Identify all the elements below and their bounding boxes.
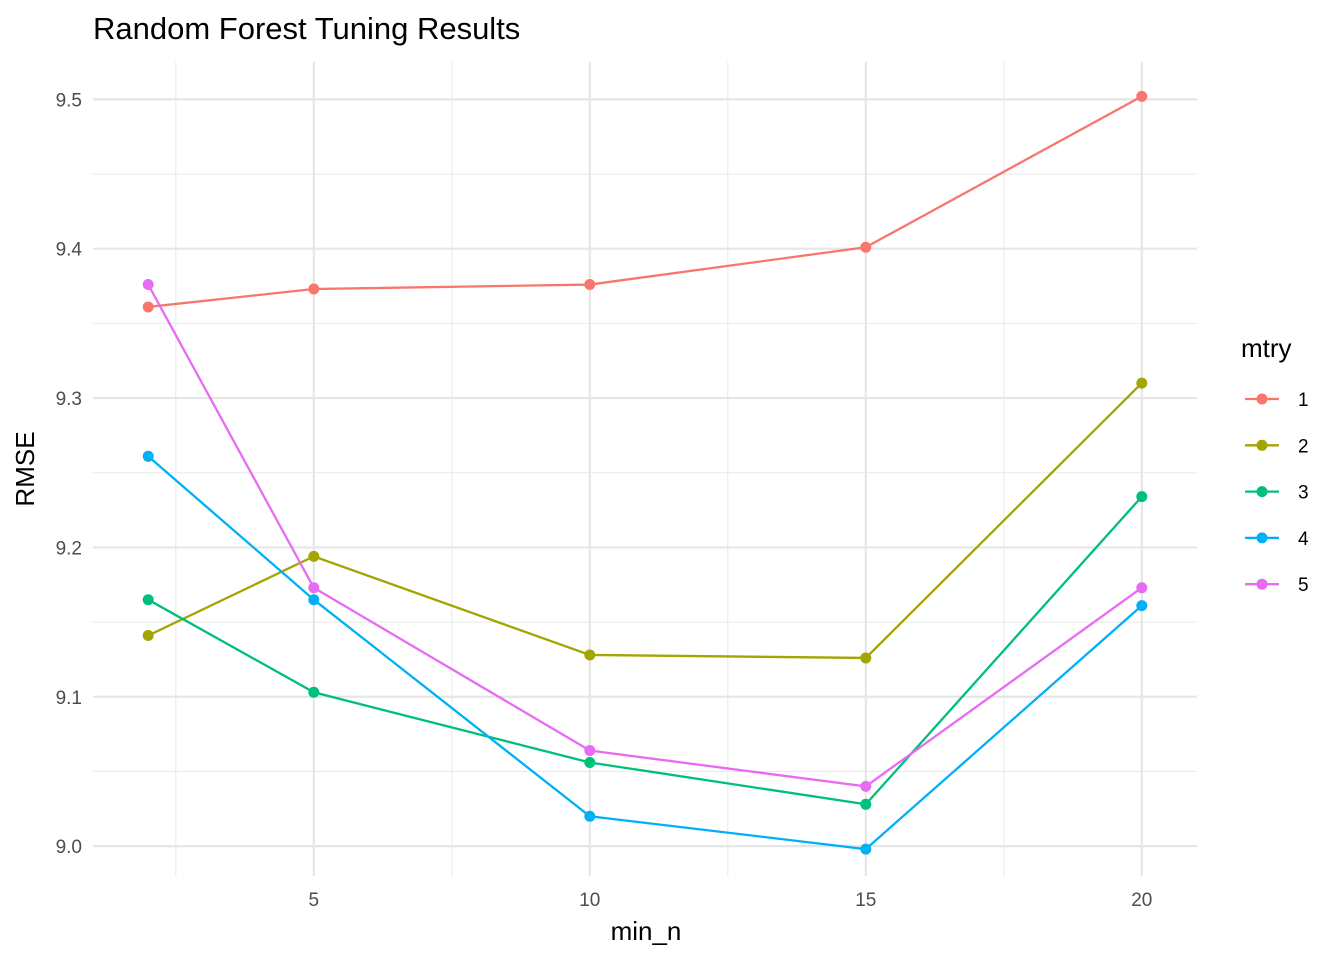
legend-label: 5 bbox=[1298, 575, 1309, 596]
y-axis-ticks: 9.0 9.1 9.2 9.3 9.4 9.5 bbox=[56, 90, 83, 858]
data-point bbox=[1136, 377, 1148, 389]
y-tick-label: 9.5 bbox=[56, 90, 82, 111]
series-3 bbox=[142, 491, 1148, 810]
series-line bbox=[147, 455, 1143, 851]
data-point bbox=[1136, 90, 1148, 102]
grid bbox=[93, 62, 1197, 876]
data-point bbox=[142, 594, 154, 606]
legend-item: 3 bbox=[1245, 483, 1309, 504]
legend-items: 1 2 3 4 5 bbox=[1245, 390, 1309, 596]
legend-item: 2 bbox=[1245, 436, 1309, 457]
data-point bbox=[584, 745, 596, 757]
y-tick-label: 9.0 bbox=[56, 837, 82, 858]
series-2 bbox=[142, 377, 1148, 664]
data-point bbox=[1136, 600, 1148, 612]
x-axis-ticks: 5 10 15 20 bbox=[309, 890, 1153, 911]
data-point bbox=[1136, 491, 1148, 503]
legend-key-point bbox=[1256, 532, 1268, 544]
series-1 bbox=[142, 90, 1148, 313]
data-point bbox=[1136, 582, 1148, 594]
data-point bbox=[860, 843, 872, 855]
x-tick-label: 10 bbox=[579, 890, 600, 911]
legend-label: 1 bbox=[1298, 390, 1309, 411]
legend-item: 1 bbox=[1245, 390, 1309, 411]
data-point bbox=[860, 241, 872, 253]
data-point bbox=[584, 756, 596, 768]
data-point bbox=[860, 652, 872, 664]
legend-label: 2 bbox=[1298, 436, 1309, 457]
data-point bbox=[308, 686, 320, 698]
series-line bbox=[147, 382, 1143, 660]
x-axis-title: min_n bbox=[611, 916, 682, 946]
series-layer bbox=[142, 90, 1148, 855]
data-point bbox=[308, 594, 320, 606]
data-point bbox=[860, 780, 872, 792]
data-point bbox=[860, 798, 872, 810]
legend-item: 5 bbox=[1245, 575, 1309, 596]
series-line bbox=[148, 95, 1143, 309]
x-tick-label: 20 bbox=[1131, 890, 1152, 911]
y-axis-title: RMSE bbox=[10, 431, 40, 506]
y-tick-label: 9.1 bbox=[56, 688, 82, 709]
legend-key-point bbox=[1256, 578, 1268, 590]
data-point bbox=[584, 649, 596, 661]
data-point bbox=[308, 550, 320, 562]
y-tick-label: 9.4 bbox=[56, 240, 83, 261]
data-point bbox=[142, 630, 154, 642]
legend-item: 4 bbox=[1245, 529, 1309, 550]
legend: mtry 1 2 3 4 5 bbox=[1241, 333, 1309, 596]
legend-title: mtry bbox=[1241, 333, 1292, 363]
series-4 bbox=[142, 450, 1148, 855]
legend-key-point bbox=[1256, 393, 1268, 405]
chart-title: Random Forest Tuning Results bbox=[93, 11, 520, 46]
data-point bbox=[584, 279, 596, 291]
data-point bbox=[142, 301, 154, 313]
x-tick-label: 15 bbox=[855, 890, 876, 911]
data-point bbox=[308, 283, 320, 295]
x-tick-label: 5 bbox=[309, 890, 320, 911]
legend-label: 3 bbox=[1298, 483, 1309, 504]
legend-key-point bbox=[1256, 486, 1268, 498]
data-point bbox=[142, 450, 154, 462]
data-point bbox=[584, 810, 596, 822]
series-line bbox=[147, 283, 1143, 788]
y-tick-label: 9.2 bbox=[56, 538, 82, 559]
legend-key-point bbox=[1256, 439, 1268, 451]
data-point bbox=[308, 582, 320, 594]
data-point bbox=[142, 279, 154, 291]
y-tick-label: 9.3 bbox=[56, 389, 82, 410]
series-5 bbox=[142, 279, 1148, 792]
legend-label: 4 bbox=[1298, 529, 1309, 550]
